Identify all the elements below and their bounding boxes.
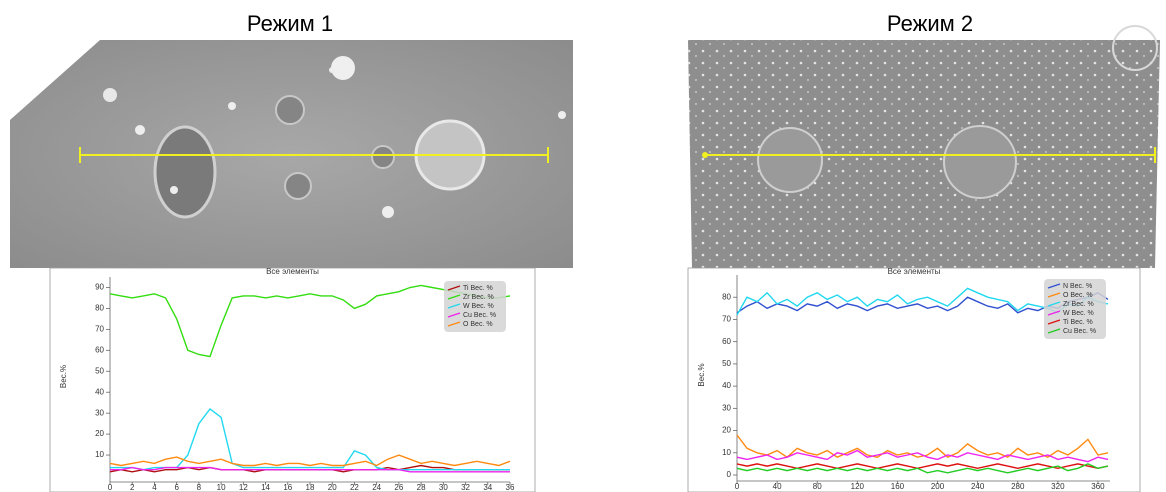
legend-label: O Вес. % [463,321,493,328]
y-tick-label: 70 [95,324,104,333]
x-tick-label: 4 [152,483,157,492]
x-tick-label: 28 [417,483,426,492]
x-tick-label: 30 [439,483,448,492]
panel-title: Режим 2 [887,11,973,36]
panel-title: Режим 1 [247,11,333,36]
sem-image [10,40,573,268]
x-tick-label: 34 [483,483,492,492]
x-tick-label: 16 [283,483,292,492]
legend-label: Ti Вес. % [1063,319,1093,326]
x-tick-label: 240 [971,482,985,491]
y-tick-label: 0 [727,470,732,479]
x-tick-label: 280 [1011,482,1025,491]
y-tick-label: 40 [722,381,731,390]
x-tick-label: 8 [197,483,202,492]
y-tick-label: 80 [95,304,104,313]
x-tick-label: 160 [891,482,905,491]
chart-title: Все элементы [266,267,319,276]
x-tick-label: 120 [851,482,865,491]
y-tick-label: 30 [95,408,104,417]
y-tick-label: 10 [95,450,104,459]
x-tick-label: 10 [217,483,226,492]
legend-label: Zr Вес. % [463,294,494,301]
y-axis-label: Вес.% [697,363,706,386]
x-tick-label: 0 [735,482,740,491]
x-tick-label: 12 [239,483,248,492]
legend-label: Ti Вес. % [463,285,493,292]
legend-label: Cu Вес. % [463,312,496,319]
legend-label: W Вес. % [463,303,494,310]
y-tick-label: 20 [95,429,104,438]
y-tick-label: 90 [95,283,104,292]
legend-label: Cu Вес. % [1063,328,1096,335]
x-tick-label: 0 [108,483,113,492]
x-tick-label: 2 [130,483,135,492]
x-tick-label: 360 [1091,482,1105,491]
figure: Режим 1 Режим 2 Все элементыВес.%1020304… [0,0,1166,492]
x-tick-label: 26 [394,483,403,492]
y-tick-label: 20 [722,426,731,435]
sem-image [688,26,1160,268]
x-tick-label: 24 [372,483,381,492]
x-tick-label: 18 [306,483,315,492]
y-tick-label: 50 [95,366,104,375]
x-tick-label: 36 [506,483,515,492]
y-axis-label: Вес.% [59,365,68,388]
y-tick-label: 10 [722,448,731,457]
x-tick-label: 320 [1051,482,1065,491]
y-tick-label: 30 [722,403,731,412]
x-tick-label: 14 [261,483,270,492]
legend-label: N Вес. % [1063,283,1092,290]
x-tick-label: 200 [931,482,945,491]
x-tick-label: 40 [773,482,782,491]
x-tick-label: 80 [813,482,822,491]
y-tick-label: 60 [95,345,104,354]
legend-label: Zr Вес. % [1063,301,1094,308]
x-tick-label: 20 [328,483,337,492]
x-tick-label: 22 [350,483,359,492]
chart-title: Все элементы [888,267,941,276]
y-tick-label: 40 [95,387,104,396]
y-tick-label: 80 [722,292,731,301]
legend-label: W Вес. % [1063,310,1094,317]
legend-label: O Вес. % [1063,292,1093,299]
x-tick-label: 6 [174,483,179,492]
y-tick-label: 70 [722,315,731,324]
x-tick-label: 32 [461,483,470,492]
y-tick-label: 60 [722,337,731,346]
y-tick-label: 50 [722,359,731,368]
